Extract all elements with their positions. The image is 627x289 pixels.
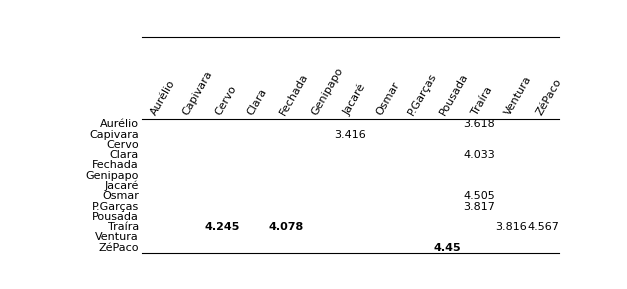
Text: 4.45: 4.45	[433, 243, 461, 253]
Text: Jacaré: Jacaré	[105, 181, 139, 191]
Text: Fechada: Fechada	[92, 160, 139, 171]
Text: Aurélio: Aurélio	[149, 78, 177, 117]
Text: Fechada: Fechada	[278, 72, 310, 117]
Text: Jacaré: Jacaré	[341, 82, 367, 117]
Text: 4.245: 4.245	[204, 222, 240, 232]
Text: Clara: Clara	[110, 150, 139, 160]
Text: Osmar: Osmar	[374, 80, 401, 117]
Text: ZéPaco: ZéPaco	[535, 77, 564, 117]
Text: P.Garças: P.Garças	[406, 71, 438, 117]
Text: 4.078: 4.078	[268, 222, 304, 232]
Text: Osmar: Osmar	[102, 191, 139, 201]
Text: Ventura: Ventura	[503, 74, 533, 117]
Text: 3.817: 3.817	[463, 201, 495, 212]
Text: 3.618: 3.618	[463, 119, 495, 129]
Text: 3.816: 3.816	[495, 222, 527, 232]
Text: Traíra: Traíra	[108, 222, 139, 232]
Text: Cervo: Cervo	[213, 84, 238, 117]
Text: 3.416: 3.416	[335, 130, 366, 140]
Text: Genipapo: Genipapo	[310, 66, 345, 117]
Text: P.Garças: P.Garças	[92, 201, 139, 212]
Text: Traíra: Traíra	[470, 85, 495, 117]
Text: Capivara: Capivara	[90, 130, 139, 140]
Text: Aurélio: Aurélio	[100, 119, 139, 129]
Text: 4.033: 4.033	[463, 150, 495, 160]
Text: Ventura: Ventura	[95, 232, 139, 242]
Text: 4.567: 4.567	[527, 222, 559, 232]
Text: Genipapo: Genipapo	[86, 171, 139, 181]
Text: Clara: Clara	[245, 87, 269, 117]
Text: Cervo: Cervo	[107, 140, 139, 150]
Text: 4.505: 4.505	[463, 191, 495, 201]
Text: ZéPaco: ZéPaco	[98, 243, 139, 253]
Text: Pousada: Pousada	[92, 212, 139, 222]
Text: Capivara: Capivara	[181, 69, 214, 117]
Text: Pousada: Pousada	[438, 71, 470, 117]
